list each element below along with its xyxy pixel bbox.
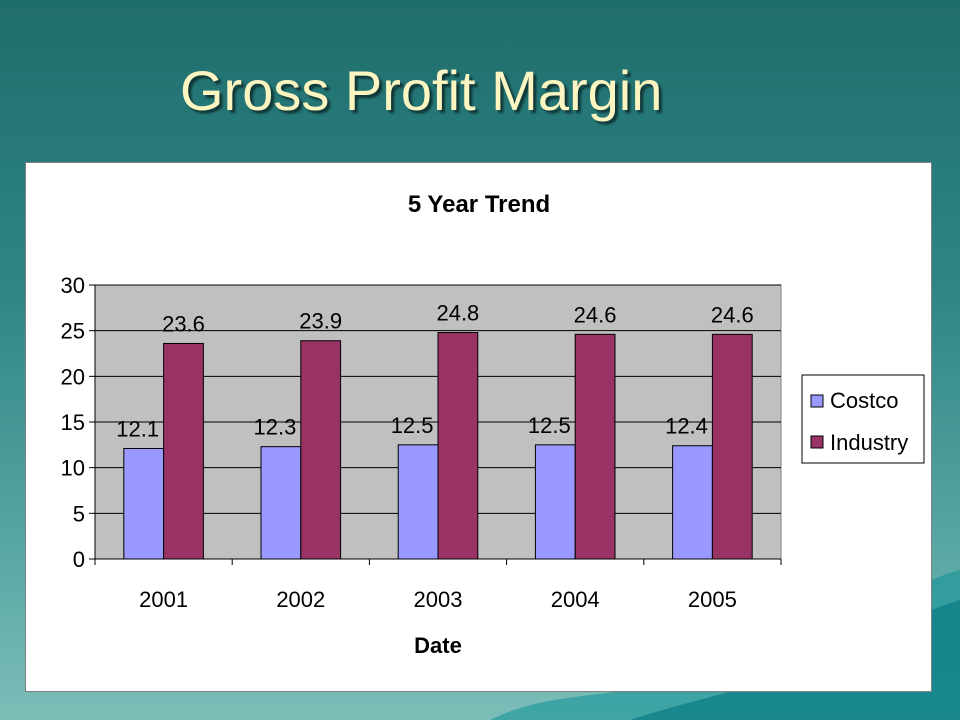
legend-label-industry: Industry — [830, 430, 908, 455]
bar-industry — [437, 331, 479, 560]
bar-costco — [534, 444, 576, 560]
x-axis-label: Date — [414, 633, 462, 658]
x-tick-label: 2003 — [414, 587, 463, 612]
data-label-costco: 12.3 — [253, 415, 296, 440]
bars — [123, 331, 753, 560]
data-label-industry: 24.8 — [436, 300, 479, 325]
x-tick-label: 2001 — [139, 587, 188, 612]
data-label-costco: 12.5 — [528, 413, 571, 438]
legend-swatch-costco — [810, 394, 824, 408]
y-tick-label: 20 — [61, 364, 85, 389]
bar-costco — [672, 445, 713, 560]
data-labels: 12.1 23.6 12.3 23.9 12.5 24.8 12.5 24.6 12.4 24.6 — [116, 300, 753, 441]
x-tick-label: 2004 — [551, 587, 600, 612]
data-label-industry: 23.6 — [162, 311, 205, 336]
bar-costco — [123, 447, 165, 560]
bar-industry — [711, 333, 753, 560]
data-label-costco: 12.5 — [391, 413, 434, 438]
bar-costco — [397, 444, 439, 560]
bar-costco — [260, 446, 302, 560]
data-label-costco: 12.1 — [116, 416, 159, 441]
chart-panel: 5 Year Trend 12.1 23.6 12.3 23.9 12.5 24.8 12.… — [25, 162, 932, 692]
y-tick-label: 0 — [73, 547, 85, 572]
y-tick-label: 10 — [61, 456, 85, 481]
legend-swatch-industry — [810, 435, 824, 449]
y-tick-label: 5 — [73, 501, 85, 526]
bar-industry — [163, 342, 204, 560]
x-tick-label: 2002 — [276, 587, 325, 612]
legend-label-costco: Costco — [830, 388, 898, 413]
chart-title: 5 Year Trend — [408, 191, 550, 218]
data-label-industry: 24.6 — [711, 302, 754, 327]
slide-title: Gross Profit Margin — [180, 59, 663, 122]
legend: Costco Industry — [801, 374, 925, 464]
y-tick-label: 15 — [61, 410, 85, 435]
bar-industry — [574, 333, 616, 560]
x-tick-label: 2005 — [688, 587, 737, 612]
data-label-industry: 23.9 — [299, 309, 342, 334]
axes: 0 5 10 15 20 25 30 2001 2002 2003 2004 2005 — [61, 273, 782, 612]
data-label-costco: 12.4 — [665, 414, 708, 439]
bar-industry — [300, 340, 342, 560]
chart-svg: 5 Year Trend 12.123.612.323.912.524.812.… — [61, 191, 925, 658]
y-tick-label: 30 — [61, 273, 85, 298]
y-tick-label: 25 — [61, 319, 85, 344]
data-label-industry: 24.6 — [574, 302, 617, 327]
